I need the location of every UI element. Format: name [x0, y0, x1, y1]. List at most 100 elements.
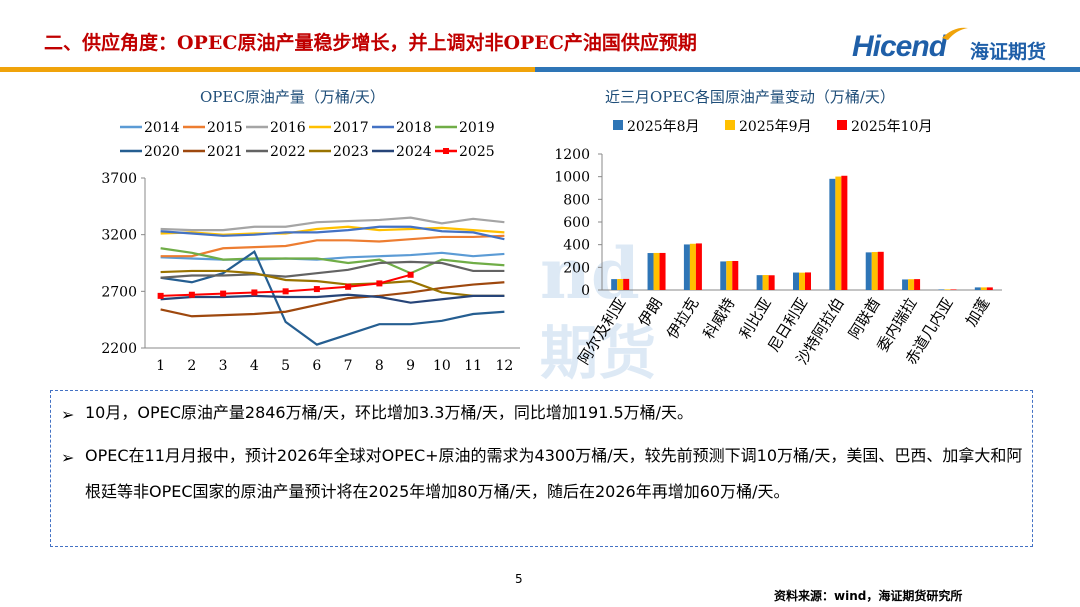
legend-label: 2014: [144, 120, 180, 136]
bar-2025年8月: [938, 289, 945, 290]
x-tick-label: 1: [156, 358, 165, 374]
legend-label: 2025年9月: [739, 119, 812, 135]
x-tick-label: 加蓬: [962, 295, 993, 330]
bar-2025年8月: [829, 178, 836, 290]
data-point: [188, 291, 195, 298]
legend-marker: [443, 148, 449, 154]
data-point: [282, 288, 289, 295]
legend-swatch: [725, 120, 735, 130]
y-tick-label: 400: [563, 238, 590, 254]
watermark: 期货: [540, 319, 656, 387]
legend-label: 2018: [396, 120, 432, 136]
bar-2025年8月: [683, 244, 690, 290]
y-tick-label: 800: [563, 192, 590, 208]
bullet-arrow-icon: ➢: [61, 448, 75, 467]
series-line-2019: [160, 247, 505, 275]
bar-2025年9月: [689, 243, 696, 290]
bar-2025年9月: [871, 252, 878, 290]
series-line-2023: [160, 269, 505, 297]
legend-label: 2023: [333, 144, 369, 160]
logo-chinese-name: 海证期货: [970, 41, 1047, 63]
bar-2025年10月: [950, 289, 957, 290]
x-tick-label: 8: [375, 358, 384, 374]
y-tick-label: 600: [563, 215, 590, 231]
y-tick-label: 0: [581, 283, 590, 299]
data-point: [313, 286, 320, 293]
y-tick-label: 2200: [101, 341, 137, 357]
logo-wordmark: Hicend: [852, 30, 947, 63]
legend-label: 2021: [207, 144, 243, 160]
bar-2025年9月: [908, 279, 915, 290]
bar-chart-title: 近三月OPEC各国原油产量变动（万桶/天）: [605, 88, 895, 106]
legend-label: 2019: [459, 120, 495, 136]
series-line-2021: [160, 281, 505, 318]
bar-2025年10月: [914, 279, 921, 290]
bar-2025年8月: [720, 261, 727, 290]
data-point: [157, 292, 164, 299]
bar-2025年8月: [756, 275, 763, 290]
bar-2025年9月: [944, 289, 951, 290]
bullet-text-2: OPEC在11月月报中，预计2026年全球对OPEC+原油的需求为4300万桶/…: [85, 446, 1023, 501]
company-logo: Hicend 海证期货: [852, 24, 1062, 68]
bar-2025年9月: [835, 176, 842, 290]
legend-label: 2015: [207, 120, 243, 136]
bullet-arrow-icon: ➢: [61, 405, 75, 424]
summary-box: ➢ 10月，OPEC原油产量2846万桶/天，环比增加3.3万桶/天，同比增加1…: [50, 390, 1033, 547]
bar-2025年8月: [865, 252, 872, 290]
source-note: 资料来源：wind，海证期货研究所: [774, 589, 963, 603]
legend-swatch: [837, 120, 847, 130]
x-tick-label: 4: [250, 358, 259, 374]
legend-swatch: [613, 120, 623, 130]
bar-2025年10月: [659, 252, 666, 290]
series-line-2016: [160, 216, 505, 232]
legend-label: 2016: [270, 120, 306, 136]
bar-2025年9月: [980, 287, 987, 290]
data-point: [376, 280, 383, 287]
bar-2025年10月: [768, 275, 775, 290]
data-point: [345, 283, 352, 290]
bar-2025年10月: [732, 260, 739, 290]
legend-label: 2024: [396, 144, 432, 160]
x-tick-label: 9: [406, 358, 415, 374]
bar-2025年8月: [902, 279, 909, 290]
series-line-2024: [160, 293, 505, 304]
x-tick-label: 伊拉克: [663, 295, 702, 343]
bar-2025年10月: [623, 278, 630, 290]
x-tick-label: 6: [312, 358, 321, 374]
series-line-2022: [160, 260, 505, 279]
bar-2025年9月: [799, 272, 805, 290]
x-tick-label: 科威特: [700, 295, 739, 343]
bar-2025年9月: [762, 275, 769, 290]
page-title: 二、供应角度：OPEC原油产量稳步增长，并上调对非OPEC产油国供应预期: [44, 32, 697, 54]
data-point: [251, 289, 258, 296]
x-tick-label: 11: [464, 358, 482, 374]
bar-2025年9月: [617, 279, 624, 290]
y-tick-label: 2700: [101, 284, 137, 300]
y-tick-label: 3700: [101, 171, 137, 187]
legend-label: 2017: [333, 120, 369, 136]
bar-2025年8月: [974, 287, 981, 290]
series-line-2015: [160, 234, 505, 258]
page-number: 5: [515, 572, 523, 586]
header-bar-orange: [0, 67, 535, 72]
y-tick-label: 200: [563, 260, 590, 276]
x-tick-label: 10: [433, 358, 451, 374]
x-tick-label: 利比亚: [736, 295, 775, 343]
legend-label: 2022: [270, 144, 306, 160]
bar-2025年10月: [695, 243, 702, 290]
x-tick-label: 3: [219, 358, 228, 374]
legend-label: 2020: [144, 144, 180, 160]
bar-2025年8月: [611, 279, 618, 290]
bar-2025年9月: [726, 260, 733, 290]
legend-label: 2025: [459, 144, 495, 160]
x-tick-label: 12: [495, 358, 513, 374]
legend-label: 2025年10月: [851, 119, 932, 135]
header-bar-blue: [535, 67, 1080, 72]
logo-swoosh-icon: [942, 27, 968, 40]
bar-2025年8月: [793, 272, 799, 290]
bar-2025年10月: [986, 287, 993, 290]
y-tick-label: 3200: [101, 228, 137, 244]
bar-2025年9月: [653, 252, 660, 290]
